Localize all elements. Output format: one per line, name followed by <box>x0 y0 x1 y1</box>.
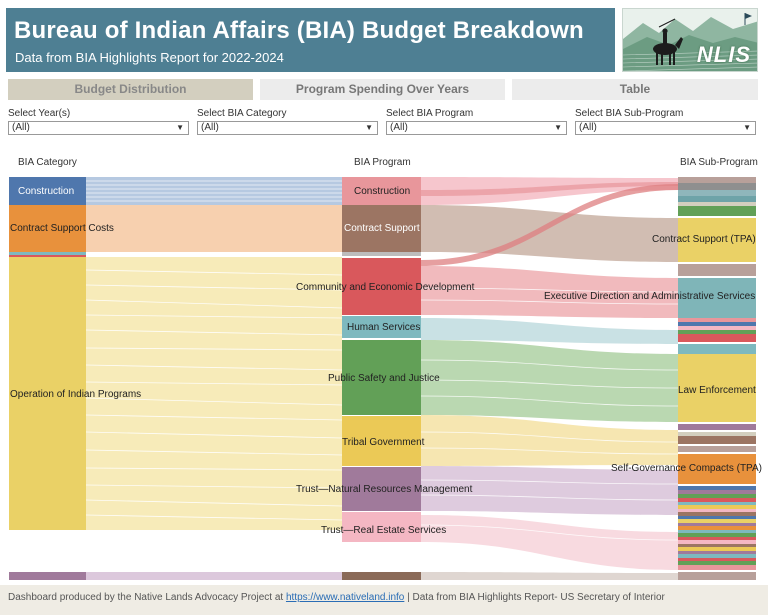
tab-budget-distribution[interactable]: Budget Distribution <box>8 79 253 100</box>
program-node-construction[interactable] <box>342 177 421 205</box>
sankey-flows <box>9 177 756 580</box>
subprogram-select-value: (All) <box>579 122 597 133</box>
program-node-public-safety-justice[interactable] <box>342 340 421 415</box>
program-node-contract-support[interactable] <box>342 205 421 252</box>
year-select[interactable]: (All) ▼ <box>8 121 189 135</box>
program-subprogram-flows <box>420 177 679 580</box>
program-select-value: (All) <box>390 122 408 133</box>
filter-bar: Select Year(s) (All) ▼ Select BIA Categor… <box>0 108 768 138</box>
category-node-contract-support-costs[interactable] <box>9 205 86 252</box>
subprogram-node-self-governance-compacts[interactable] <box>678 454 756 484</box>
category-select-value: (All) <box>201 122 219 133</box>
dashboard-title: Bureau of Indian Affairs (BIA) Budget Br… <box>14 17 584 44</box>
tab-table[interactable]: Table <box>512 79 758 100</box>
chevron-down-icon: ▼ <box>554 123 562 132</box>
column-header-program: BIA Program <box>354 157 411 168</box>
footer: Dashboard produced by the Native Lands A… <box>0 585 768 615</box>
chevron-down-icon: ▼ <box>743 123 751 132</box>
program-node-tribal-government[interactable] <box>342 416 421 466</box>
filter-program-label: Select BIA Program <box>386 108 474 119</box>
subprogram-node-executive-direction[interactable] <box>678 278 756 318</box>
category-node-operation-of-indian-programs[interactable] <box>9 257 86 530</box>
program-select[interactable]: (All) ▼ <box>386 121 567 135</box>
subprogram-nodes <box>678 177 756 580</box>
sankey-diagram: Construction Contract Support Costs Oper… <box>0 170 768 582</box>
year-select-value: (All) <box>12 122 30 133</box>
filter-subprogram-label: Select BIA Sub-Program <box>575 108 684 119</box>
filter-year-label: Select Year(s) <box>8 108 71 119</box>
category-node-other[interactable] <box>9 572 86 580</box>
footer-text: Dashboard produced by the Native Lands A… <box>8 592 284 603</box>
category-node-construction[interactable] <box>9 177 86 205</box>
footer-source: | Data from BIA Highlights Report- US Se… <box>407 592 665 603</box>
subprogram-node-contract-support-tpa[interactable] <box>678 218 756 262</box>
program-node-minor[interactable] <box>342 252 421 256</box>
nativeland-link[interactable]: https://www.nativeland.info <box>285 592 405 603</box>
filter-category-label: Select BIA Category <box>197 108 287 119</box>
chevron-down-icon: ▼ <box>176 123 184 132</box>
nlis-logo[interactable]: NLIS <box>622 8 758 72</box>
dashboard-header: Bureau of Indian Affairs (BIA) Budget Br… <box>6 8 615 72</box>
filter-year: Select Year(s) (All) ▼ <box>8 108 189 135</box>
program-node-trust-real-estate[interactable] <box>342 512 421 542</box>
chevron-down-icon: ▼ <box>365 123 373 132</box>
dashboard-subtitle: Data from BIA Highlights Report for 2022… <box>15 50 284 65</box>
subprogram-node-law-enforcement[interactable] <box>678 354 756 422</box>
category-node-minor[interactable] <box>9 255 86 257</box>
program-node-community-economic-development[interactable] <box>342 258 421 315</box>
horse-rider-logo-icon <box>623 13 757 71</box>
column-header-category: BIA Category <box>18 157 77 168</box>
filter-category: Select BIA Category (All) ▼ <box>197 108 378 135</box>
category-select[interactable]: (All) ▼ <box>197 121 378 135</box>
program-node-trust-natural-resources[interactable] <box>342 467 421 511</box>
program-node-human-services[interactable] <box>342 316 421 338</box>
category-node-minor[interactable] <box>9 252 86 255</box>
column-header-subprogram: BIA Sub-Program <box>680 157 758 168</box>
filter-subprogram: Select BIA Sub-Program (All) ▼ <box>575 108 756 135</box>
filter-program: Select BIA Program (All) ▼ <box>386 108 567 135</box>
tab-bar: Budget Distribution Program Spending Ove… <box>0 79 768 101</box>
logo-text: NLIS <box>696 42 751 67</box>
category-program-flows <box>85 177 343 580</box>
program-node-other[interactable] <box>342 572 421 580</box>
subprogram-select[interactable]: (All) ▼ <box>575 121 756 135</box>
tab-program-spending[interactable]: Program Spending Over Years <box>260 79 505 100</box>
